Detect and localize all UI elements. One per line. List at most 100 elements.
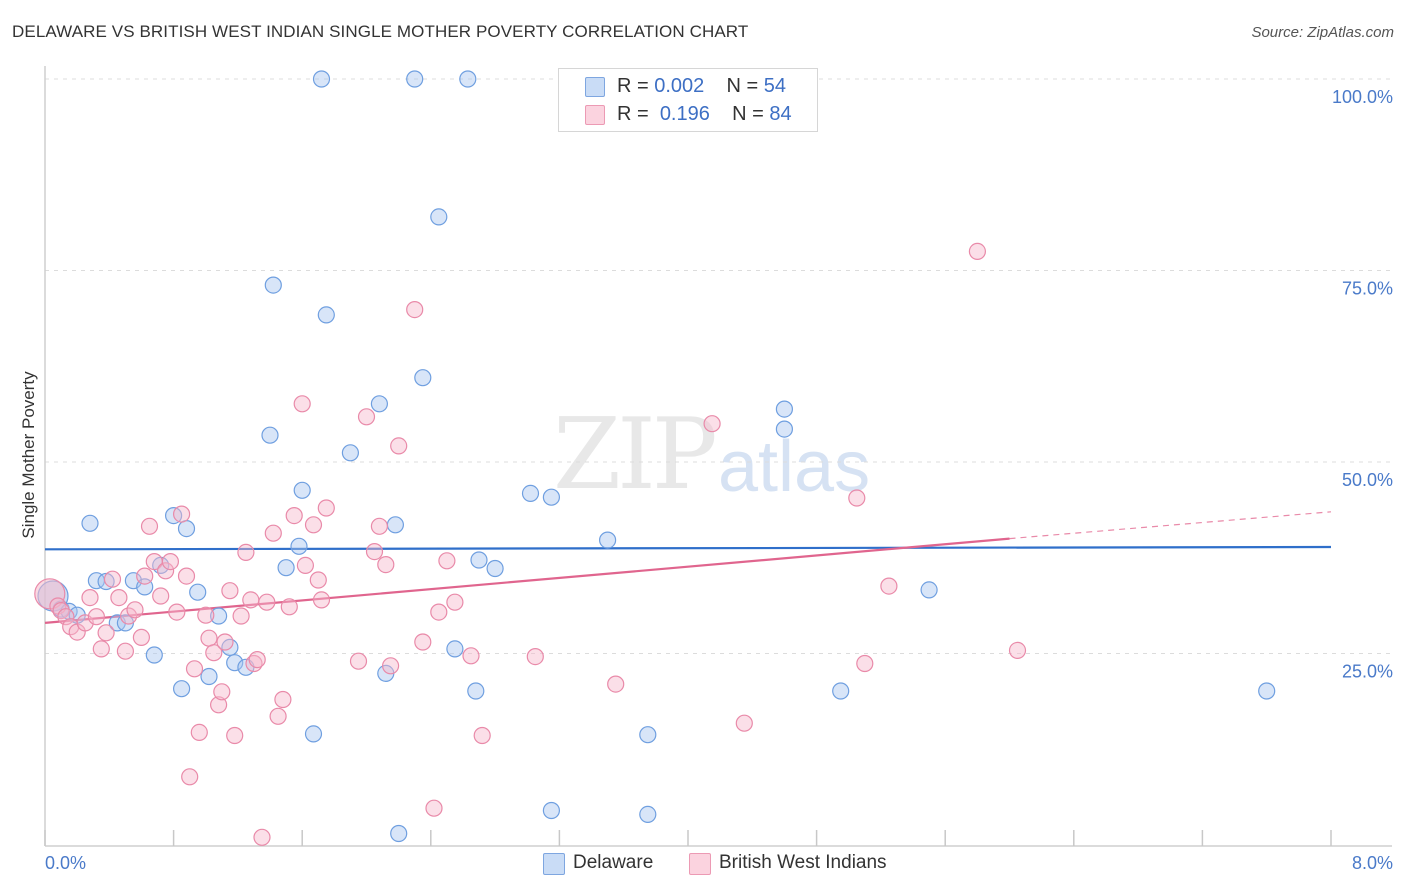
- point-british-west-indians: [92, 640, 110, 658]
- point-delaware: [1258, 682, 1276, 700]
- point-british-west-indians: [258, 593, 276, 611]
- point-delaware: [390, 824, 408, 843]
- legend-row-bwi: R = 0.196 N = 84: [585, 101, 792, 127]
- source-credit: Source: ZipAtlas.com: [1251, 24, 1394, 41]
- point-british-west-indians: [181, 768, 199, 786]
- point-delaware: [406, 70, 424, 88]
- point-delaware: [639, 726, 657, 744]
- point-british-west-indians: [161, 552, 179, 571]
- point-delaware: [317, 306, 335, 324]
- x-tick-label-max: 8.0%: [1352, 853, 1393, 873]
- y-axis-title: Single Mother Poverty: [19, 371, 38, 539]
- point-british-west-indians: [232, 607, 250, 625]
- point-british-west-indians: [880, 577, 898, 595]
- point-delaware: [920, 581, 938, 599]
- legend-swatch-bwi: [585, 105, 605, 125]
- point-delaware: [598, 531, 617, 549]
- point-british-west-indians: [132, 628, 150, 647]
- legend-r-value: 0.196: [659, 103, 710, 125]
- legend-row-delaware: R = 0.002 N = 54: [585, 73, 786, 99]
- point-british-west-indians: [97, 624, 115, 642]
- point-delaware: [459, 70, 477, 88]
- legend-r-label: R =: [617, 103, 649, 125]
- bottom-legend-label-delaware: Delaware: [573, 852, 654, 873]
- legend-n-label: N =: [726, 75, 759, 97]
- point-british-west-indians: [264, 524, 282, 542]
- y-tick-label-75: 75.0%: [1342, 279, 1393, 299]
- trendline-british-west-indians: [44, 537, 1010, 624]
- bottom-legend-swatch-delaware: [543, 853, 565, 875]
- point-british-west-indians: [848, 489, 866, 507]
- y-tick-label-25: 25.0%: [1342, 662, 1393, 682]
- point-british-west-indians: [205, 644, 223, 662]
- y-tick-label-100: 100.0%: [1332, 87, 1393, 107]
- point-delaware: [145, 646, 163, 664]
- point-british-west-indians: [312, 591, 331, 609]
- point-british-west-indians: [269, 707, 287, 725]
- point-delaware: [341, 444, 359, 462]
- point-british-west-indians: [1008, 641, 1027, 660]
- point-british-west-indians: [103, 570, 122, 588]
- point-delaware: [446, 640, 464, 658]
- point-british-west-indians: [200, 629, 218, 647]
- point-delaware: [277, 559, 295, 577]
- point-british-west-indians: [349, 652, 368, 670]
- legend-n-value: 54: [763, 75, 787, 97]
- point-british-west-indians: [438, 552, 456, 570]
- point-british-west-indians: [173, 505, 191, 523]
- point-british-west-indians: [607, 675, 625, 693]
- point-delaware: [226, 654, 244, 672]
- point-british-west-indians: [414, 633, 432, 651]
- point-british-west-indians: [248, 650, 266, 669]
- point-british-west-indians: [473, 726, 491, 745]
- y-axis-tick-labels: 25.0% 50.0% 75.0% 100.0%: [1332, 87, 1393, 682]
- point-british-west-indians: [365, 542, 384, 561]
- point-british-west-indians: [703, 415, 721, 433]
- point-british-west-indians: [735, 714, 753, 732]
- point-british-west-indians: [190, 723, 208, 742]
- point-british-west-indians: [126, 601, 144, 619]
- point-british-west-indians: [226, 726, 244, 745]
- point-delaware: [430, 208, 448, 226]
- point-delaware: [467, 682, 485, 700]
- point-british-west-indians: [87, 608, 106, 626]
- point-british-west-indians: [856, 654, 874, 673]
- point-delaware: [200, 667, 218, 686]
- point-delaware: [210, 607, 228, 625]
- point-delaware: [173, 680, 191, 698]
- watermark-atlas: atlas: [718, 427, 871, 507]
- point-british-west-indians: [81, 588, 99, 607]
- point-delaware: [177, 519, 196, 538]
- legend-n-label: N =: [732, 103, 764, 125]
- point-delaware: [264, 276, 282, 294]
- point-delaware: [775, 420, 794, 438]
- point-british-west-indians: [296, 556, 314, 575]
- point-british-west-indians: [216, 633, 234, 651]
- point-delaware: [189, 583, 207, 601]
- point-delaware: [832, 682, 850, 700]
- points-layer: [34, 70, 1276, 846]
- point-british-west-indians: [293, 395, 311, 413]
- point-british-west-indians: [390, 437, 408, 455]
- point-delaware: [386, 516, 404, 534]
- point-british-west-indians: [177, 567, 196, 585]
- point-delaware: [81, 514, 99, 532]
- point-delaware: [261, 426, 279, 444]
- point-british-west-indians: [152, 587, 170, 605]
- point-british-west-indians: [317, 499, 335, 517]
- point-british-west-indians: [157, 562, 175, 580]
- point-british-west-indians: [242, 591, 260, 609]
- x-tick-label-min: 0.0%: [45, 853, 86, 873]
- bottom-legend-label-bwi: British West Indians: [719, 852, 887, 873]
- point-british-west-indians: [120, 607, 138, 625]
- correlation-legend: R = 0.002 N = 54 R = 0.196 N = 84: [558, 68, 818, 132]
- point-british-west-indians: [309, 571, 327, 589]
- point-british-west-indians: [377, 555, 395, 574]
- point-british-west-indians: [968, 242, 987, 260]
- y-tick-label-50: 50.0%: [1342, 470, 1393, 490]
- point-british-west-indians: [304, 516, 323, 534]
- point-british-west-indians: [221, 582, 239, 600]
- trendline-delaware: [44, 545, 1332, 551]
- point-delaware: [304, 725, 323, 743]
